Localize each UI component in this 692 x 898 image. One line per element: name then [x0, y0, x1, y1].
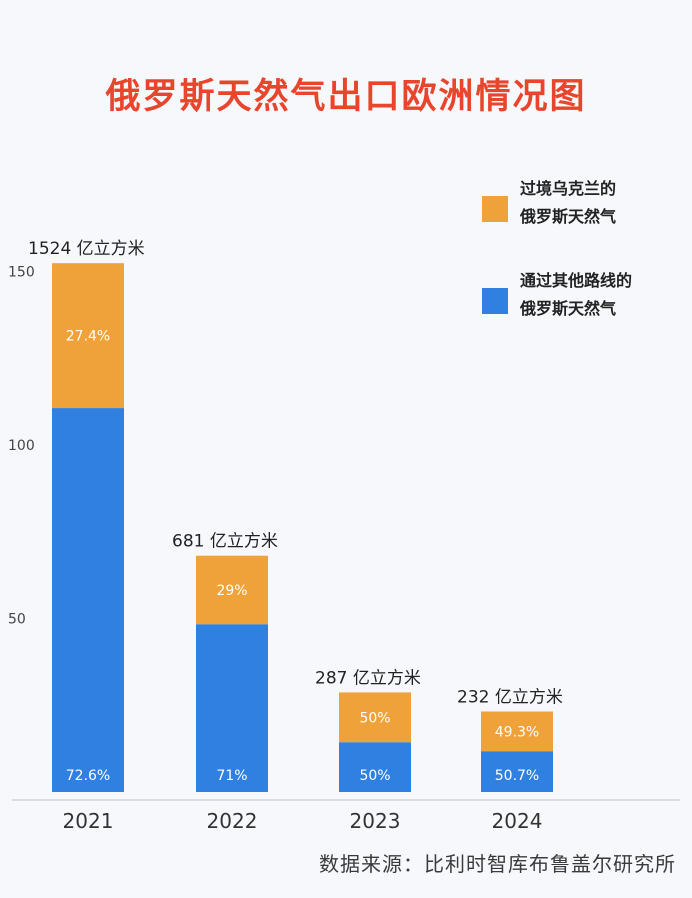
bar-via-ukraine	[52, 263, 124, 409]
total-label: 1524 亿立方米	[28, 239, 145, 259]
share-label-ukraine: 27.4%	[66, 329, 110, 345]
share-label-other: 72.6%	[66, 768, 110, 784]
y-tick-label: 50	[8, 612, 26, 628]
share-label-other: 50%	[359, 768, 390, 784]
bar-other-routes	[339, 742, 411, 792]
x-tick-label: 2021	[63, 809, 114, 833]
labels-layer: 27.4% 72.6% 1524 亿立方米 2021 29% 71% 681 亿立方米 202…	[28, 239, 563, 833]
bars-layer	[52, 263, 553, 792]
bar-via-ukraine	[339, 692, 411, 743]
bar-via-ukraine	[196, 555, 268, 625]
bar-other-routes	[481, 751, 553, 792]
legend-label: 过境乌克兰的	[520, 179, 616, 198]
share-label-other: 71%	[216, 768, 247, 784]
bar-via-ukraine	[481, 711, 553, 752]
share-label-ukraine: 49.3%	[495, 724, 539, 740]
x-tick-label: 2024	[492, 809, 543, 833]
legend-label: 通过其他路线的	[520, 271, 632, 290]
bar-other-routes	[196, 624, 268, 792]
legend-label: 俄罗斯天然气	[519, 207, 616, 226]
total-label: 287 亿立方米	[315, 668, 421, 688]
legend-swatch	[482, 196, 508, 222]
share-label-other: 50.7%	[495, 768, 539, 784]
total-label: 681 亿立方米	[172, 532, 278, 552]
chart-title: 俄罗斯天然气出口欧洲情况图	[105, 77, 587, 117]
share-label-ukraine: 29%	[216, 583, 247, 599]
source-note: 数据来源：比利时智库布鲁盖尔研究所	[319, 852, 676, 876]
legend-label: 俄罗斯天然气	[519, 299, 616, 318]
y-tick-label: 100	[8, 438, 35, 454]
share-label-ukraine: 50%	[359, 710, 390, 726]
legend-swatch	[482, 288, 508, 314]
total-label: 232 亿立方米	[457, 687, 563, 707]
bar-other-routes	[52, 408, 124, 792]
y-tick-label: 150	[8, 265, 35, 281]
x-tick-label: 2022	[207, 809, 258, 833]
axis-layer: 50 100 150	[8, 265, 680, 801]
x-tick-label: 2023	[350, 809, 401, 833]
